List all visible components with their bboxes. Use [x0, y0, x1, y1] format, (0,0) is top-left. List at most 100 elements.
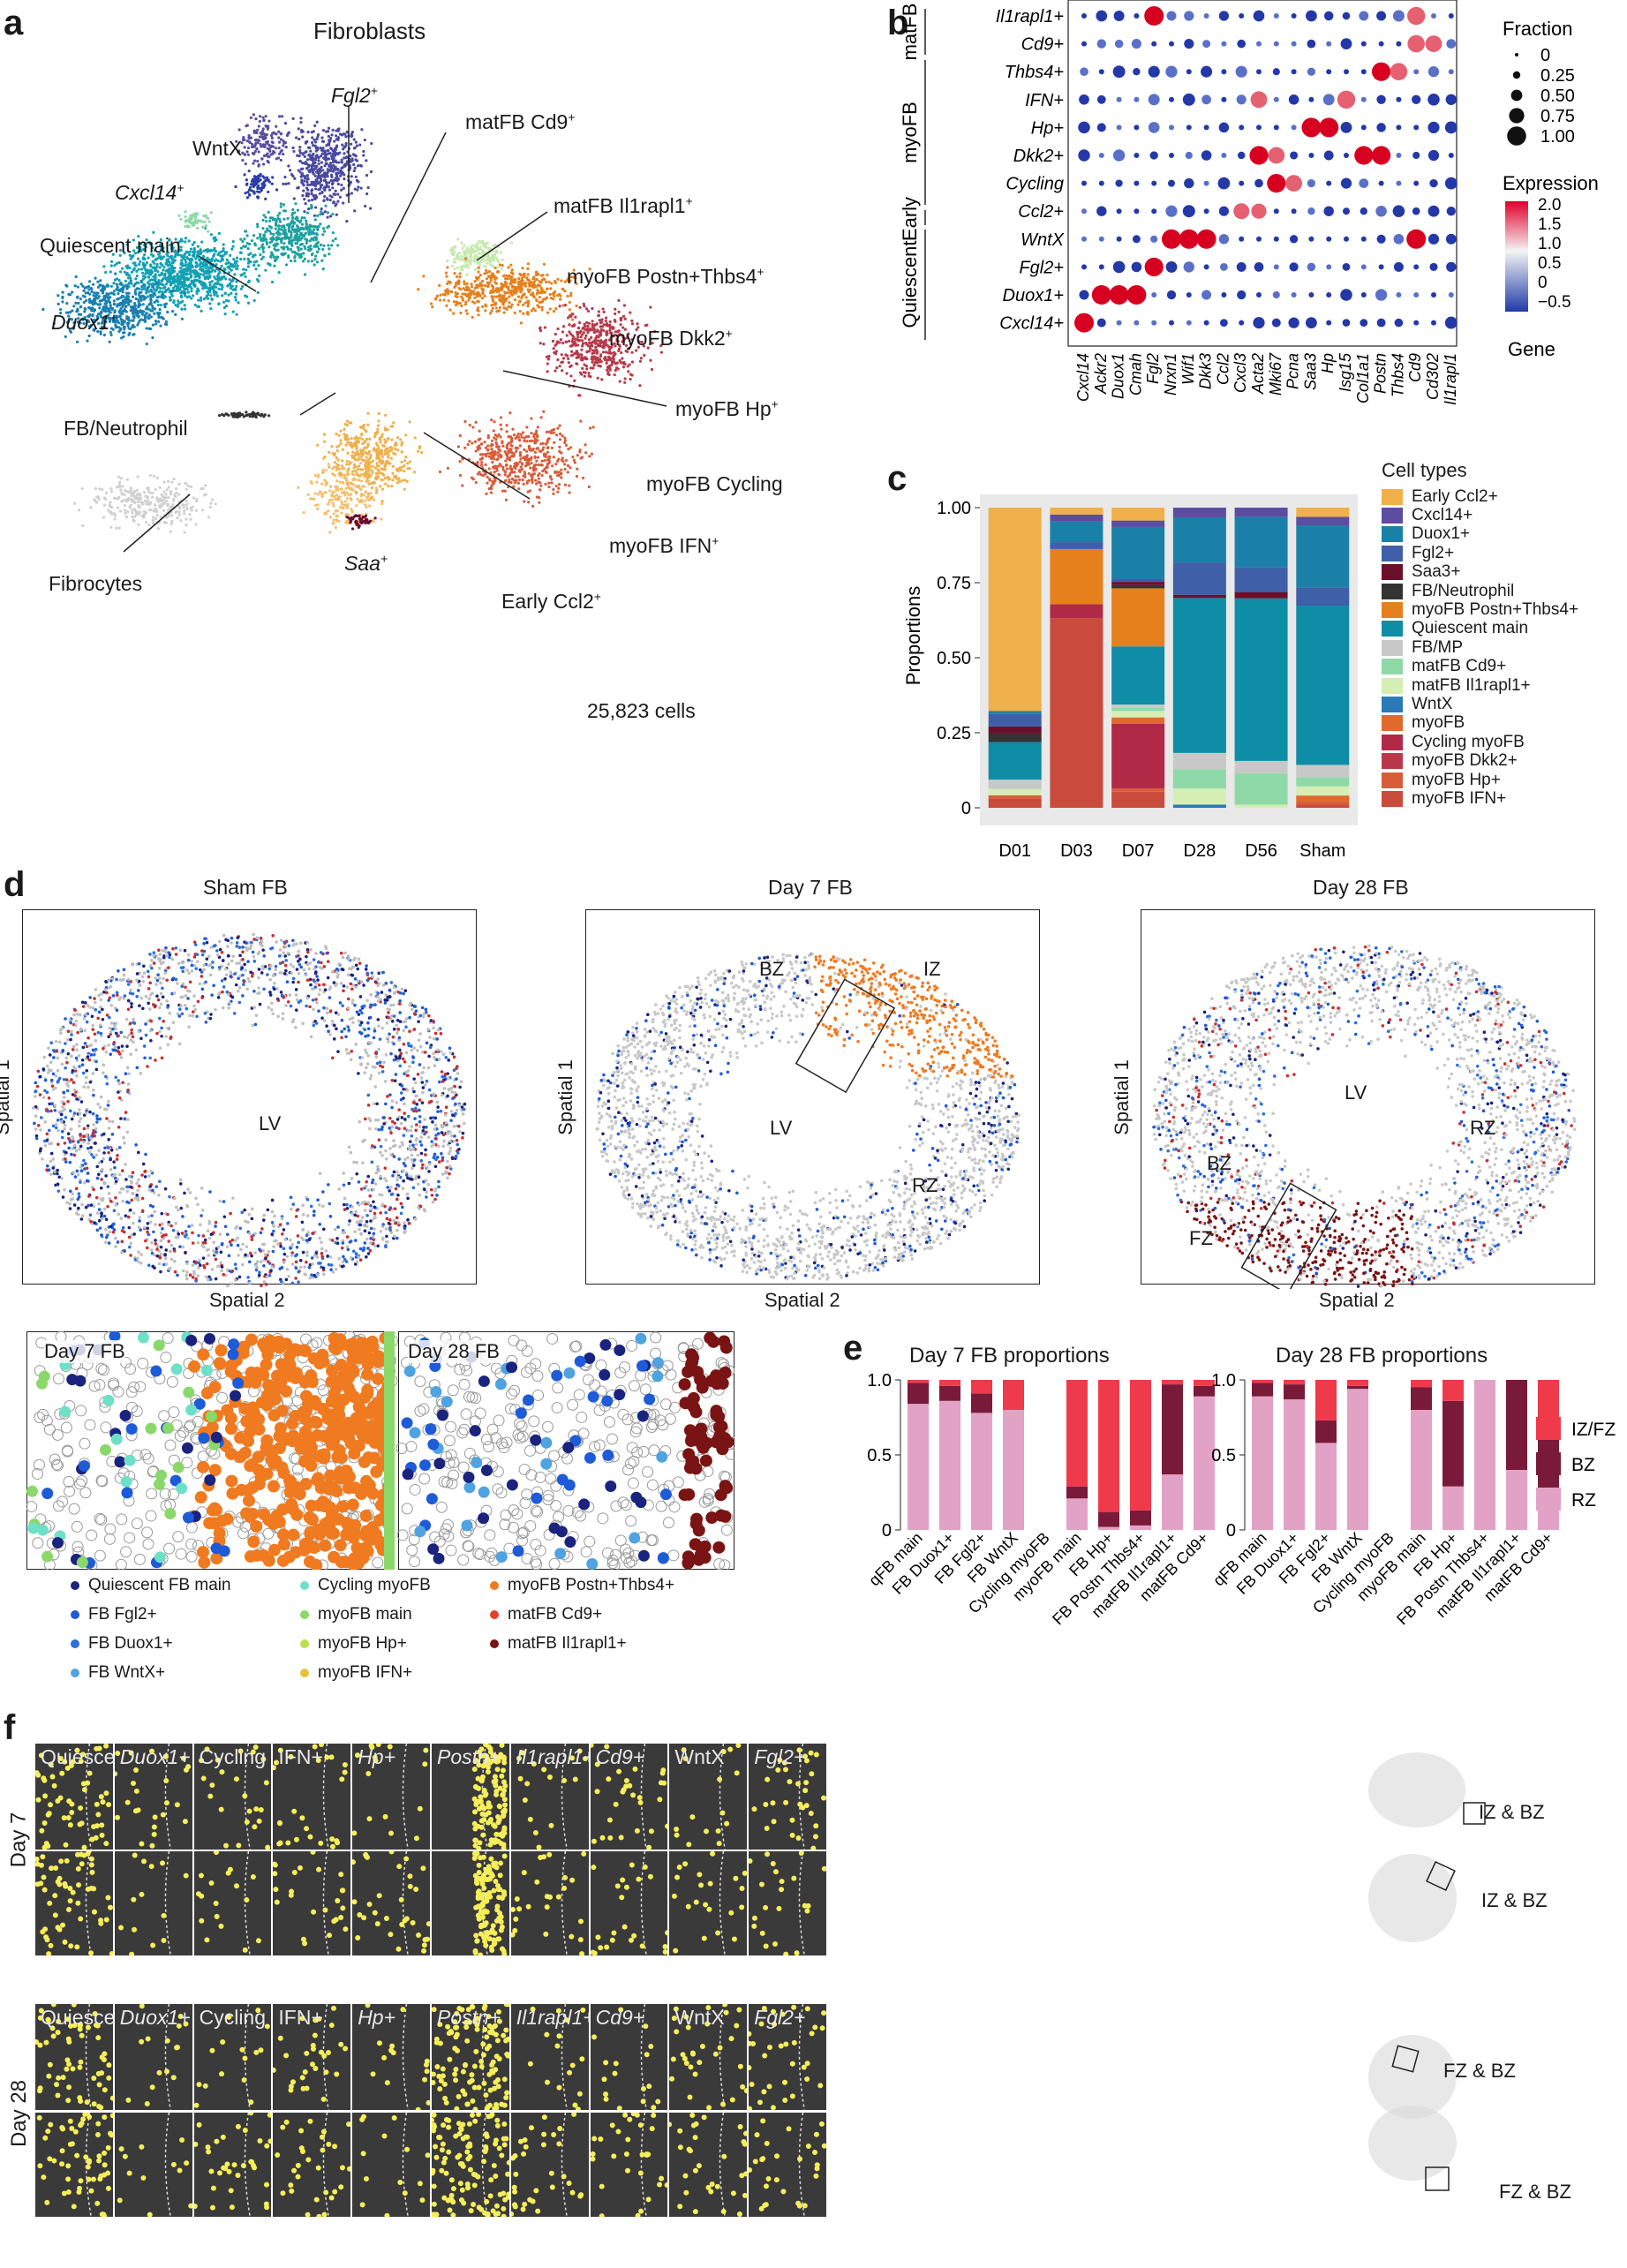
umap-point [563, 436, 567, 440]
umap-point [41, 307, 45, 312]
umap-point [108, 320, 112, 323]
umap-point [638, 359, 643, 363]
umap-point [167, 495, 170, 500]
umap-point [208, 258, 212, 261]
umap-point [108, 503, 111, 507]
umap-point [552, 487, 555, 492]
umap-point [169, 514, 174, 517]
umap-point [269, 226, 274, 230]
umap-point [531, 286, 536, 290]
umap-point [398, 480, 402, 484]
umap-point [329, 485, 333, 488]
umap-point [315, 179, 319, 183]
umap-point [471, 426, 475, 429]
umap-point [139, 249, 143, 252]
umap-point [314, 149, 318, 153]
umap-point [493, 252, 497, 257]
umap-point [501, 286, 504, 290]
umap-point [118, 509, 123, 513]
umap-point [543, 326, 546, 329]
umap-point [578, 320, 582, 325]
umap-point [177, 214, 181, 217]
umap-point [491, 455, 495, 458]
umap-point [591, 351, 594, 356]
umap-point [115, 486, 118, 489]
umap-point [311, 144, 315, 147]
umap-point [583, 322, 586, 326]
umap-point [158, 308, 162, 312]
umap-point [478, 471, 481, 474]
umap-point [460, 241, 463, 245]
umap-point [343, 476, 346, 479]
umap-point [117, 483, 121, 487]
umap-point [139, 298, 143, 302]
umap-point [461, 246, 464, 251]
umap-point [303, 177, 307, 180]
umap-point [239, 287, 243, 290]
umap-point [313, 161, 317, 164]
umap-point [111, 252, 115, 256]
umap-point [252, 162, 255, 165]
umap-point [252, 159, 257, 162]
umap-point [323, 194, 327, 199]
umap-point [229, 262, 232, 266]
umap-point [151, 335, 154, 340]
umap-point [531, 504, 535, 508]
umap-point [172, 275, 176, 279]
umap-point [380, 500, 384, 503]
umap-point [327, 157, 331, 161]
umap-point [330, 244, 334, 247]
umap-point [335, 171, 338, 175]
umap-point [337, 467, 341, 471]
umap-point [394, 442, 397, 446]
umap-point [159, 261, 162, 265]
umap-point [154, 320, 158, 323]
umap-point [387, 456, 390, 459]
umap-point [258, 119, 261, 124]
umap-point [150, 242, 154, 245]
umap-point [332, 512, 335, 516]
umap-point [471, 300, 475, 304]
umap-point [524, 475, 527, 478]
umap-point [224, 305, 229, 308]
umap-point [599, 325, 602, 328]
umap-point [156, 527, 161, 531]
umap-point [523, 272, 526, 275]
umap-point [597, 310, 600, 313]
umap-point [359, 186, 363, 190]
umap-point [330, 133, 334, 137]
umap-point [162, 495, 165, 499]
umap-point [504, 274, 508, 277]
umap-point [331, 160, 335, 164]
umap-point [299, 117, 303, 120]
umap-point [321, 247, 325, 252]
umap-point [319, 222, 322, 226]
umap-point [71, 309, 74, 313]
umap-point [554, 369, 557, 373]
umap-point [245, 124, 248, 128]
umap-point [512, 433, 516, 437]
umap-point [530, 461, 533, 465]
umap-point [198, 258, 201, 261]
umap-point [356, 188, 359, 192]
umap-point [160, 295, 163, 298]
umap-point [93, 328, 96, 332]
umap-point [602, 310, 606, 314]
umap-point [561, 325, 566, 328]
umap-point [585, 320, 589, 324]
umap-point [488, 452, 492, 456]
umap-point [88, 298, 92, 301]
umap-point [124, 511, 127, 515]
umap-point [208, 283, 212, 287]
umap-point [145, 260, 148, 265]
umap-point [509, 480, 513, 485]
umap-point [354, 175, 358, 178]
umap-point [155, 509, 159, 514]
umap-point [305, 180, 309, 184]
umap-point [331, 186, 335, 190]
umap-point [516, 481, 520, 485]
umap-point [545, 465, 548, 470]
umap-point [171, 286, 175, 290]
umap-point [185, 260, 188, 264]
umap-point [236, 264, 239, 267]
